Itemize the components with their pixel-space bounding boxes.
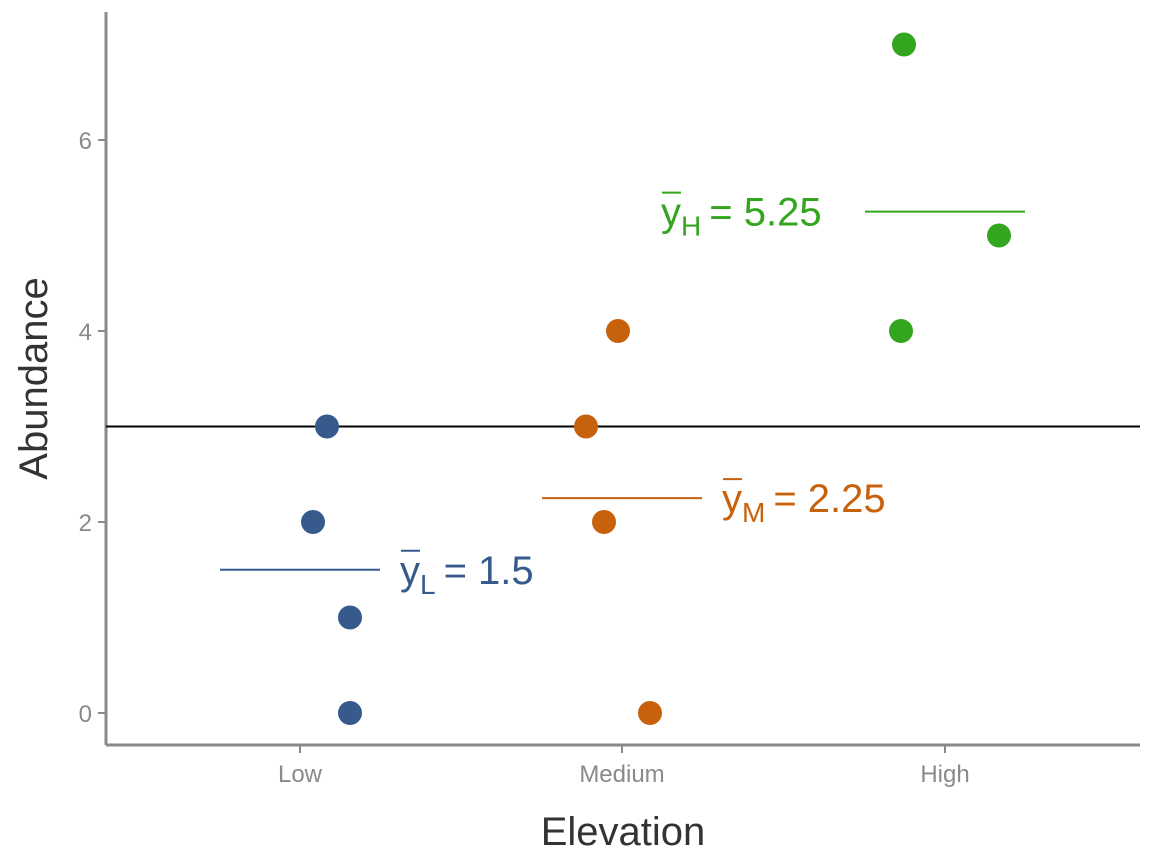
data-point-low (315, 414, 339, 439)
data-point-low (338, 605, 362, 630)
mean-label-medium: yM = 2.25 (722, 477, 886, 528)
mean-subscript: H (681, 211, 701, 242)
y-tick-label: 0 (79, 701, 92, 728)
mean-label-low: yL = 1.5 (400, 549, 534, 600)
mean-value: = 2.25 (773, 477, 885, 521)
y-axis-title: Abundance (12, 277, 56, 479)
mean-subscript: M (742, 497, 765, 528)
data-point-low (338, 701, 362, 725)
y-tick-label: 2 (79, 510, 92, 537)
mean-symbol: y (661, 191, 681, 235)
mean-value: = 5.25 (709, 191, 821, 235)
x-tick-label: Medium (579, 761, 664, 788)
mean-symbol: y (722, 477, 742, 521)
x-axis-title: Elevation (541, 810, 706, 854)
data-point-medium (606, 319, 630, 343)
data-point-medium (592, 510, 616, 534)
data-point-medium (638, 701, 662, 725)
data-point-high (892, 32, 916, 57)
y-tick-label: 4 (79, 319, 92, 346)
x-tick-label: Low (278, 761, 323, 788)
mean-symbol: y (400, 549, 420, 593)
mean-label-high: yH = 5.25 (661, 191, 822, 242)
data-point-high (889, 319, 913, 343)
data-point-low (301, 510, 325, 534)
axes: 0 2 4 6 Low Medium High (79, 12, 1140, 788)
mean-value: = 1.5 (444, 549, 534, 593)
y-tick-label: 6 (79, 128, 92, 155)
chart-marks (106, 32, 1140, 725)
data-point-medium (574, 414, 598, 439)
mean-subscript: L (420, 569, 436, 600)
data-point-high (987, 223, 1011, 248)
x-tick-label: High (920, 761, 969, 788)
